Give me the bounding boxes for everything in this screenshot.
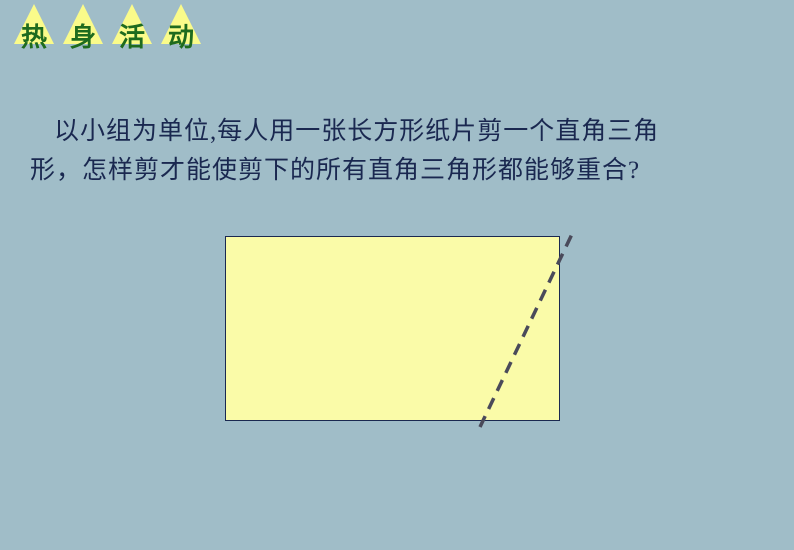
title-char-1: 热	[14, 17, 54, 54]
dashed-cut-line	[225, 230, 585, 440]
figure	[225, 236, 575, 436]
title-triangle-3: 活	[112, 4, 152, 48]
title-container: 热 身 活 动	[14, 4, 201, 48]
title-triangle-2: 身	[63, 4, 103, 48]
body-line-2: 形，怎样剪才能使剪下的所有直角三角形都能够重合?	[30, 157, 640, 184]
title-triangle-4: 动	[161, 4, 201, 48]
title-char-3: 活	[112, 17, 152, 54]
cut-line	[480, 232, 573, 427]
title-char-2: 身	[63, 17, 103, 54]
body-text: 以小组为单位,每人用一张长方形纸片剪一个直角三角 形，怎样剪才能使剪下的所有直角…	[30, 113, 770, 191]
title-char-4: 动	[161, 17, 201, 54]
title-triangle-1: 热	[14, 4, 54, 48]
body-line-1: 以小组为单位,每人用一张长方形纸片剪一个直角三角	[54, 118, 659, 145]
